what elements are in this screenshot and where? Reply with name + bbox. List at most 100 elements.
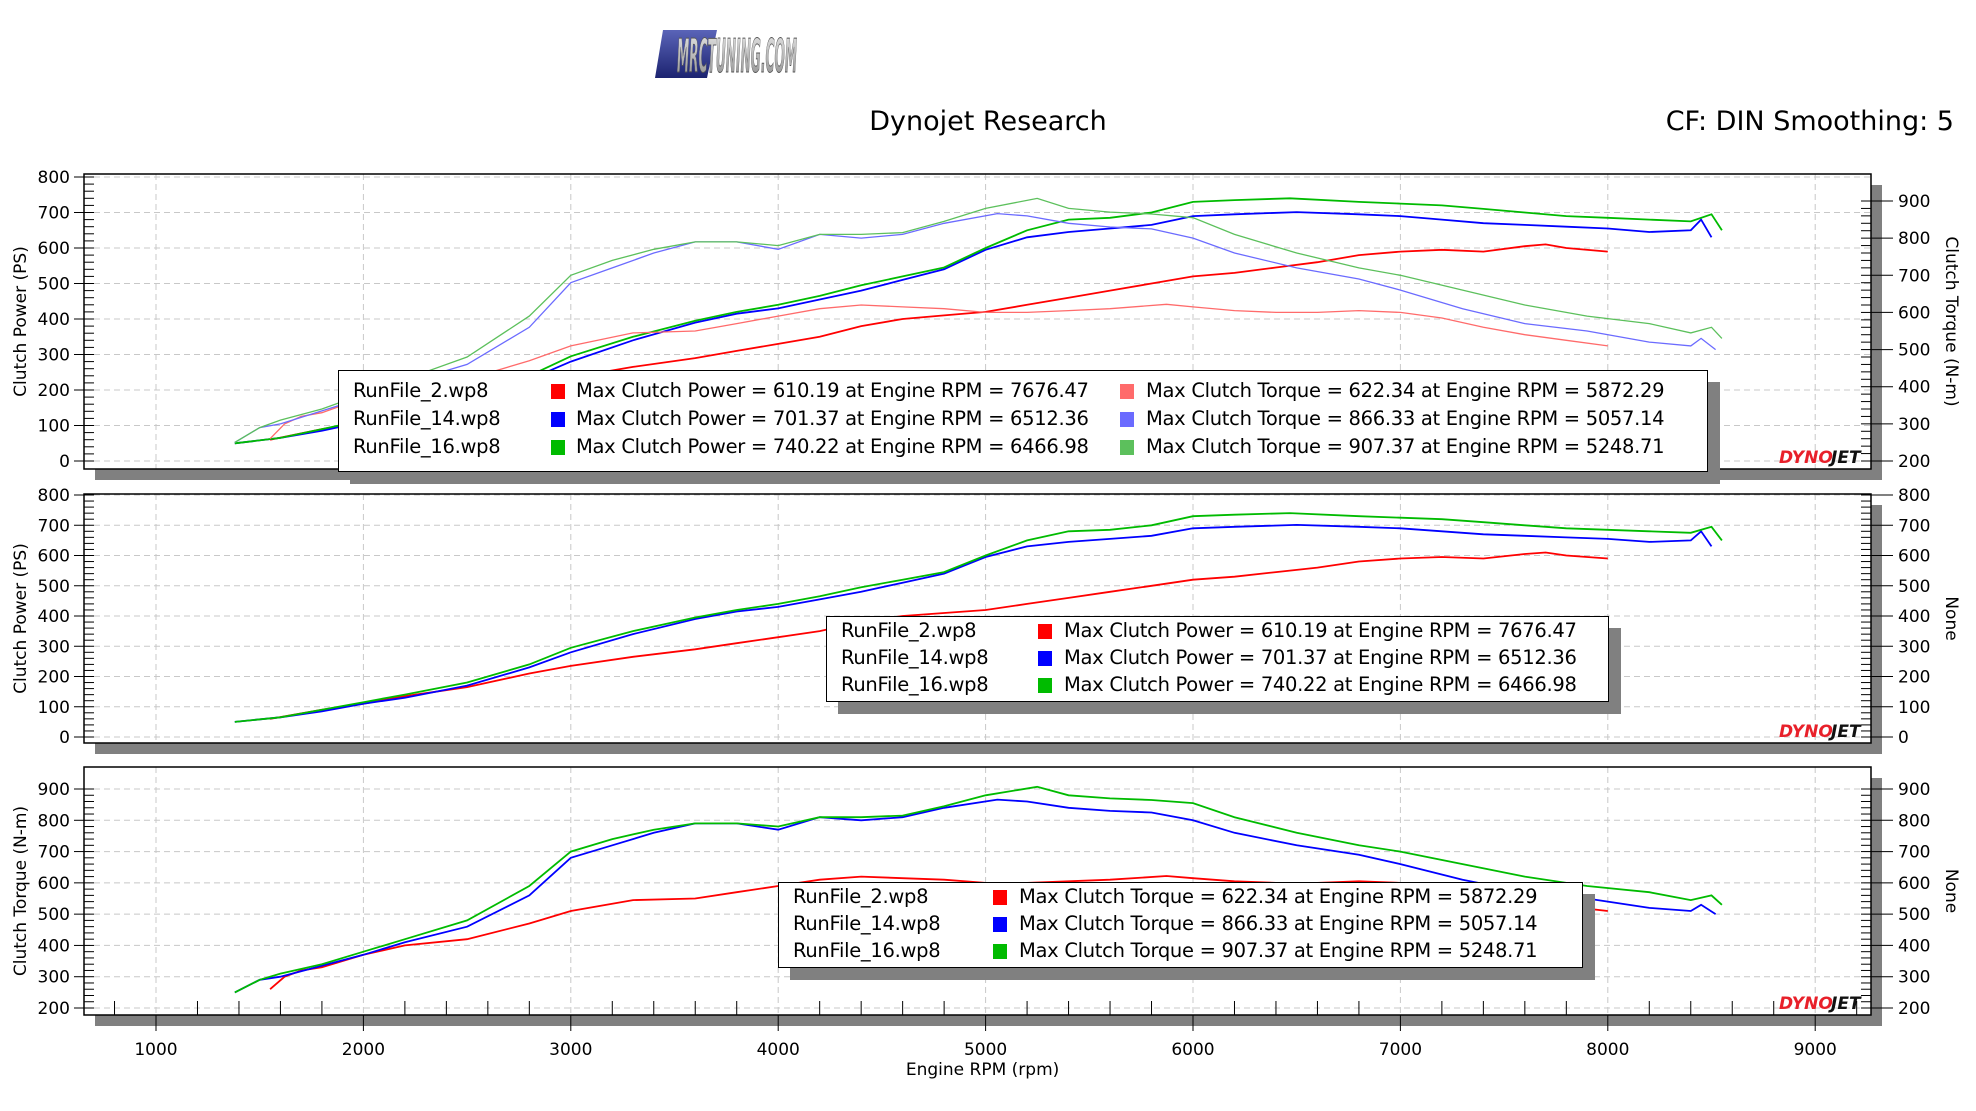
y-tick-label: 200	[38, 668, 70, 688]
dynojet-logo: DYNO	[1779, 448, 1833, 468]
swatch-green	[993, 944, 1007, 959]
y-tick-label: 0	[59, 452, 70, 472]
y-tick-label: 300	[38, 968, 70, 988]
legend-torque: RunFile_2.wp8 Max Clutch Torque = 622.34…	[778, 882, 1583, 968]
legend-file: RunFile_16.wp8	[353, 435, 501, 458]
y-tick-label: 800	[38, 168, 70, 188]
legend-file: RunFile_2.wp8	[793, 885, 929, 908]
y-axis-title: Clutch Torque (N-m)	[11, 806, 31, 976]
x-axis-title: Engine RPM (rpm)	[906, 1060, 1059, 1080]
y-tick-label: 200	[38, 381, 70, 401]
legend-file: RunFile_16.wp8	[841, 673, 989, 696]
y-tick-label: 700	[38, 843, 70, 863]
series-line	[234, 523, 1713, 723]
x-tick-label: 6000	[1171, 1040, 1214, 1060]
y2-tick-label: 400	[1898, 378, 1930, 398]
swatch-light-red	[1120, 384, 1134, 399]
legend-text: Max Clutch Torque = 622.34 at Engine RPM…	[1019, 885, 1538, 908]
swatch-red	[993, 890, 1007, 905]
y-tick-label: 600	[38, 547, 70, 567]
y-tick-label: 800	[38, 811, 70, 831]
y-tick-label: 800	[38, 486, 70, 506]
x-tick-label: 3000	[549, 1040, 592, 1060]
correction-factor-label: CF: DIN Smoothing: 5	[1665, 106, 1954, 137]
legend-file: RunFile_2.wp8	[841, 619, 977, 642]
legend-combined: RunFile_2.wp8 Max Clutch Power = 610.19 …	[338, 370, 1708, 472]
legend-row: RunFile_16.wp8 Max Clutch Torque = 907.3…	[779, 937, 1582, 965]
swatch-green	[551, 440, 565, 455]
legend-torque: Max Clutch Torque = 866.33 at Engine RPM…	[1146, 407, 1665, 430]
svg-text:JET: JET	[1828, 994, 1862, 1014]
legend-torque: Max Clutch Torque = 907.37 at Engine RPM…	[1146, 435, 1665, 458]
legend-file: RunFile_16.wp8	[793, 939, 941, 962]
swatch-blue	[993, 917, 1007, 932]
legend-row: RunFile_2.wp8 Max Clutch Torque = 622.34…	[779, 883, 1582, 911]
y-tick-label: 0	[59, 728, 70, 748]
y-tick-label: 100	[38, 698, 70, 718]
legend-file: RunFile_14.wp8	[353, 407, 501, 430]
series-line	[234, 785, 1723, 994]
y2-tick-label: 0	[1898, 728, 1909, 748]
y2-tick-label: 100	[1898, 698, 1930, 718]
y2-tick-label: 700	[1898, 843, 1930, 863]
legend-power: Max Clutch Power = 701.37 at Engine RPM …	[576, 407, 1089, 430]
legend-text: Max Clutch Power = 701.37 at Engine RPM …	[1064, 646, 1577, 669]
legend-row: RunFile_2.wp8 Max Clutch Power = 610.19 …	[339, 377, 1707, 405]
legend-row: RunFile_14.wp8 Max Clutch Torque = 866.3…	[779, 910, 1582, 938]
legend-power: Max Clutch Power = 740.22 at Engine RPM …	[576, 435, 1089, 458]
y2-tick-label: 400	[1898, 607, 1930, 627]
y2-tick-label: 300	[1898, 415, 1930, 435]
y-tick-label: 300	[38, 637, 70, 657]
series-line	[269, 551, 1608, 720]
swatch-red	[551, 384, 565, 399]
y-tick-label: 500	[38, 905, 70, 925]
y2-tick-label: 500	[1898, 341, 1930, 361]
series-line	[234, 197, 1723, 443]
y2-tick-label: 300	[1898, 968, 1930, 988]
legend-torque: Max Clutch Torque = 622.34 at Engine RPM…	[1146, 379, 1665, 402]
y-tick-label: 400	[38, 310, 70, 330]
y2-tick-label: 500	[1898, 577, 1930, 597]
y-tick-label: 500	[38, 275, 70, 295]
y-tick-label: 700	[38, 204, 70, 224]
chart-title: Dynojet Research	[869, 106, 1107, 137]
swatch-light-blue	[1120, 412, 1134, 427]
y2-tick-label: 400	[1898, 936, 1930, 956]
swatch-red	[1038, 624, 1052, 639]
legend-power: RunFile_2.wp8 Max Clutch Power = 610.19 …	[826, 616, 1609, 702]
y2-axis-title: None	[1941, 869, 1961, 913]
legend-file: RunFile_2.wp8	[353, 379, 489, 402]
legend-text: Max Clutch Torque = 907.37 at Engine RPM…	[1019, 939, 1538, 962]
y2-tick-label: 500	[1898, 905, 1930, 925]
y-tick-label: 500	[38, 577, 70, 597]
legend-power: Max Clutch Power = 610.19 at Engine RPM …	[576, 379, 1089, 402]
legend-row: RunFile_16.wp8 Max Clutch Power = 740.22…	[827, 671, 1608, 699]
y-tick-label: 700	[38, 516, 70, 536]
x-tick-label: 1000	[134, 1040, 177, 1060]
x-tick-label: 4000	[757, 1040, 800, 1060]
x-tick-label: 5000	[964, 1040, 1007, 1060]
y-tick-label: 100	[38, 417, 70, 437]
swatch-blue	[1038, 651, 1052, 666]
svg-text:JET: JET	[1828, 722, 1862, 742]
y-tick-label: 300	[38, 346, 70, 366]
y2-tick-label: 800	[1898, 486, 1930, 506]
svg-text:JET: JET	[1828, 448, 1862, 468]
swatch-green	[1038, 678, 1052, 693]
y2-tick-label: 900	[1898, 780, 1930, 800]
y2-tick-label: 800	[1898, 811, 1930, 831]
x-axis: 1000 2000 3000 4000 5000 6000 7000 8000 9000 Engi…	[114, 1001, 1858, 1080]
x-tick-label: 8000	[1586, 1040, 1629, 1060]
legend-row: RunFile_14.wp8 Max Clutch Power = 701.37…	[827, 644, 1608, 672]
legend-text: Max Clutch Power = 610.19 at Engine RPM …	[1064, 619, 1577, 642]
y-tick-label: 600	[38, 239, 70, 259]
y-axis-title: Clutch Power (PS)	[11, 246, 31, 397]
dynojet-logo: DYNO	[1779, 722, 1833, 742]
y-tick-label: 400	[38, 936, 70, 956]
legend-row: RunFile_2.wp8 Max Clutch Power = 610.19 …	[827, 617, 1608, 645]
swatch-blue	[551, 412, 565, 427]
legend-file: RunFile_14.wp8	[841, 646, 989, 669]
series-line	[234, 512, 1723, 723]
logo-mrc: MRCTUNING.COM	[677, 29, 797, 83]
y2-tick-label: 200	[1898, 999, 1930, 1019]
